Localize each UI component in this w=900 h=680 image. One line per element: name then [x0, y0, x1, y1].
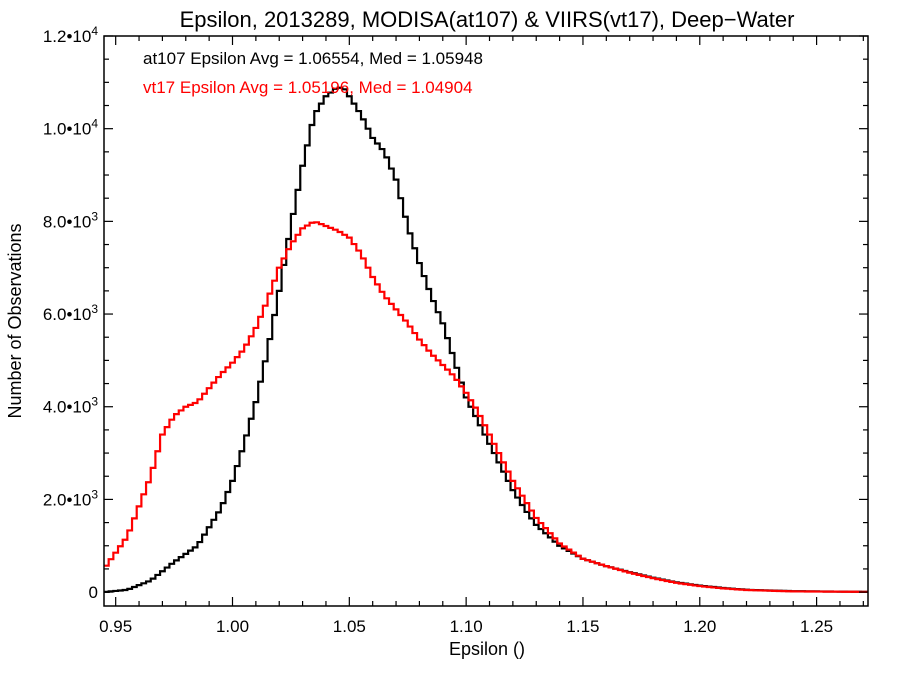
x-tick-label: 1.20: [683, 617, 716, 636]
plot-frame: [103, 35, 869, 607]
series-line-vt17: [104, 221, 868, 593]
series-line-at107: [104, 86, 868, 593]
annotation-vt17: vt17 Epsilon Avg = 1.05196, Med = 1.0490…: [143, 78, 473, 97]
y-tick-label: 8.0•103: [43, 209, 99, 231]
y-tick-label: 1.0•104: [43, 117, 99, 139]
x-tick-label: 0.95: [99, 617, 132, 636]
y-tick-label: 6.0•103: [43, 302, 99, 324]
x-tick-label: 1.10: [450, 617, 483, 636]
y-axis-label: Number of Observations: [5, 223, 25, 418]
x-tick-label: 1.00: [216, 617, 249, 636]
x-tick-label: 1.25: [800, 617, 833, 636]
x-axis-label: Epsilon (): [449, 639, 525, 659]
y-tick-label: 1.2•104: [43, 24, 99, 46]
x-tick-label: 1.15: [566, 617, 599, 636]
x-tick-label: 1.05: [333, 617, 366, 636]
annotation-at107: at107 Epsilon Avg = 1.06554, Med = 1.059…: [143, 49, 483, 68]
y-tick-label: 4.0•103: [43, 395, 99, 417]
y-tick-label: 0: [89, 583, 98, 602]
y-tick-label: 2.0•103: [43, 487, 99, 509]
chart-title: Epsilon, 2013289, MODISA(at107) & VIIRS(…: [180, 7, 795, 32]
